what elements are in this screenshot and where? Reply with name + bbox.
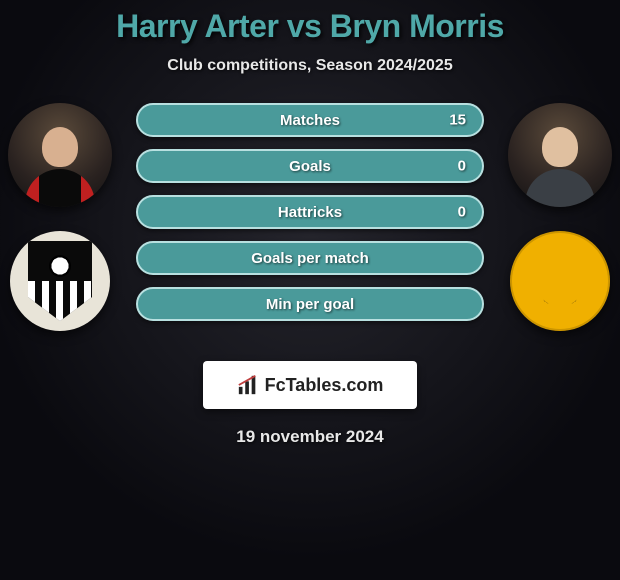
player-avatar-left [8,103,112,207]
page-title: Harry Arter vs Bryn Morris [0,8,620,45]
stat-label: Min per goal [266,296,354,313]
subtitle: Club competitions, Season 2024/2025 [0,57,620,75]
club-crest-left [10,231,110,331]
stat-row-min-per-goal: Min per goal [136,287,484,321]
stat-row-goals-per-match: Goals per match [136,241,484,275]
player-portrait-icon [508,103,612,207]
player-avatar-right [508,103,612,207]
stat-row-matches: Matches 15 [136,103,484,137]
player-portrait-icon [8,103,112,207]
stat-row-goals: Goals 0 [136,149,484,183]
stat-label: Matches [280,112,340,129]
stat-value-right: 0 [458,204,466,221]
stat-label: Goals per match [251,250,369,267]
club-crest-right [510,231,610,331]
card: Harry Arter vs Bryn Morris Club competit… [0,0,620,580]
bar-chart-icon [237,374,259,396]
stat-row-hattricks: Hattricks 0 [136,195,484,229]
stat-label: Hattricks [278,204,342,221]
shield-icon [28,241,92,321]
stat-value-right: 0 [458,158,466,175]
comparison-area: Matches 15 Goals 0 Hattricks 0 Goals per… [0,103,620,343]
date-text: 19 november 2024 [0,427,620,447]
stat-list: Matches 15 Goals 0 Hattricks 0 Goals per… [136,103,484,333]
stat-value-right: 15 [449,112,466,129]
brand-badge[interactable]: FcTables.com [203,361,417,409]
stat-label: Goals [289,158,331,175]
brand-text: FcTables.com [265,375,384,396]
